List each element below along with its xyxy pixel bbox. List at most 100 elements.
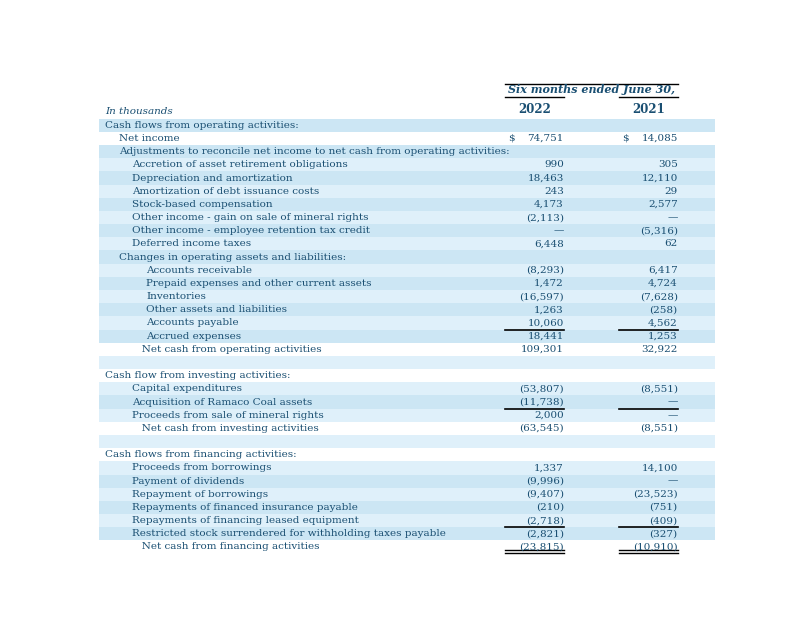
Text: —: —: [667, 476, 677, 486]
Text: 6,417: 6,417: [648, 266, 677, 275]
Text: Restricted stock surrendered for withholding taxes payable: Restricted stock surrendered for withhol…: [133, 529, 446, 538]
Text: (258): (258): [649, 305, 677, 314]
Text: Net cash from operating activities: Net cash from operating activities: [133, 345, 322, 354]
Text: Accounts payable: Accounts payable: [146, 318, 239, 327]
Bar: [99, 172, 715, 185]
Bar: [99, 277, 715, 290]
Text: (210): (210): [536, 503, 564, 512]
Text: (2,821): (2,821): [526, 529, 564, 538]
Bar: [99, 435, 715, 448]
Bar: [99, 475, 715, 488]
Bar: [99, 541, 715, 554]
Text: Amortization of debt issuance costs: Amortization of debt issuance costs: [133, 187, 320, 196]
Text: (409): (409): [649, 516, 677, 525]
Text: (23,815): (23,815): [519, 542, 564, 552]
Text: Other assets and liabilities: Other assets and liabilities: [146, 305, 287, 314]
Text: (2,113): (2,113): [526, 213, 564, 222]
Bar: [99, 238, 715, 251]
Text: Net income: Net income: [119, 134, 179, 143]
Text: 74,751: 74,751: [527, 134, 564, 143]
Bar: [99, 501, 715, 514]
Text: Other income - employee retention tax credit: Other income - employee retention tax cr…: [133, 226, 371, 235]
Text: Cash flows from financing activities:: Cash flows from financing activities:: [106, 450, 297, 459]
Text: Net cash from investing activities: Net cash from investing activities: [133, 424, 319, 433]
Bar: [99, 119, 715, 132]
Text: Adjustments to reconcile net income to net cash from operating activities:: Adjustments to reconcile net income to n…: [119, 147, 510, 156]
Text: (63,545): (63,545): [519, 424, 564, 433]
Text: Payment of dividends: Payment of dividends: [133, 476, 245, 486]
Text: Prepaid expenses and other current assets: Prepaid expenses and other current asset…: [146, 279, 372, 288]
Text: Repayments of financed insurance payable: Repayments of financed insurance payable: [133, 503, 358, 512]
Text: 2021: 2021: [632, 103, 665, 116]
Bar: [99, 343, 715, 356]
Text: (16,597): (16,597): [519, 292, 564, 301]
Bar: [99, 185, 715, 198]
Text: Accounts receivable: Accounts receivable: [146, 266, 252, 275]
Bar: [99, 396, 715, 409]
Text: In thousands: In thousands: [106, 108, 173, 116]
Bar: [99, 317, 715, 330]
Bar: [99, 369, 715, 383]
Bar: [99, 356, 715, 369]
Bar: [99, 224, 715, 238]
Text: —: —: [667, 411, 677, 420]
Text: 1,337: 1,337: [534, 463, 564, 473]
Bar: [99, 75, 715, 119]
Text: 2022: 2022: [518, 103, 551, 116]
Text: (10,910): (10,910): [633, 542, 677, 552]
Text: (2,718): (2,718): [526, 516, 564, 525]
Text: 12,110: 12,110: [642, 174, 677, 182]
Text: (53,807): (53,807): [519, 384, 564, 393]
Text: 62: 62: [665, 239, 677, 248]
Text: (751): (751): [649, 503, 677, 512]
Text: $: $: [508, 134, 515, 143]
Text: 243: 243: [544, 187, 564, 196]
Text: 6,448: 6,448: [534, 239, 564, 248]
Text: (327): (327): [649, 529, 677, 538]
Bar: [99, 251, 715, 264]
Text: Repayment of borrowings: Repayment of borrowings: [133, 490, 268, 499]
Bar: [99, 211, 715, 224]
Text: 14,085: 14,085: [642, 134, 677, 143]
Text: 18,441: 18,441: [527, 332, 564, 341]
Bar: [99, 383, 715, 396]
Text: Other income - gain on sale of mineral rights: Other income - gain on sale of mineral r…: [133, 213, 369, 222]
Text: Stock-based compensation: Stock-based compensation: [133, 200, 273, 209]
Text: Capital expenditures: Capital expenditures: [133, 384, 242, 393]
Text: (11,738): (11,738): [519, 397, 564, 407]
Text: Accretion of asset retirement obligations: Accretion of asset retirement obligation…: [133, 160, 349, 169]
Text: Cash flow from investing activities:: Cash flow from investing activities:: [106, 371, 291, 380]
Text: 1,263: 1,263: [534, 305, 564, 314]
Text: 1,253: 1,253: [648, 332, 677, 341]
Text: Six months ended June 30,: Six months ended June 30,: [508, 84, 675, 95]
Bar: [99, 145, 715, 158]
Text: Inventories: Inventories: [146, 292, 206, 301]
Text: 18,463: 18,463: [527, 174, 564, 182]
Text: 32,922: 32,922: [642, 345, 677, 354]
Text: (23,523): (23,523): [633, 490, 677, 499]
Text: (8,293): (8,293): [526, 266, 564, 275]
Text: $: $: [622, 134, 629, 143]
Text: Proceeds from borrowings: Proceeds from borrowings: [133, 463, 272, 473]
Text: 305: 305: [657, 160, 677, 169]
Text: 109,301: 109,301: [521, 345, 564, 354]
Text: Acquisition of Ramaco Coal assets: Acquisition of Ramaco Coal assets: [133, 397, 313, 407]
Text: 2,000: 2,000: [534, 411, 564, 420]
Text: 4,562: 4,562: [648, 318, 677, 327]
Bar: [99, 158, 715, 172]
Text: Repayments of financing leased equipment: Repayments of financing leased equipment: [133, 516, 360, 525]
Text: Depreciation and amortization: Depreciation and amortization: [133, 174, 293, 182]
Text: 4,724: 4,724: [648, 279, 677, 288]
Bar: [99, 422, 715, 435]
Text: (9,407): (9,407): [526, 490, 564, 499]
Text: 10,060: 10,060: [527, 318, 564, 327]
Text: (8,551): (8,551): [640, 384, 677, 393]
Bar: [99, 448, 715, 462]
Bar: [99, 488, 715, 501]
Text: Changes in operating assets and liabilities:: Changes in operating assets and liabilit…: [119, 253, 346, 262]
Bar: [99, 290, 715, 303]
Bar: [99, 198, 715, 211]
Text: 990: 990: [544, 160, 564, 169]
Text: (5,316): (5,316): [640, 226, 677, 235]
Text: —: —: [667, 213, 677, 222]
